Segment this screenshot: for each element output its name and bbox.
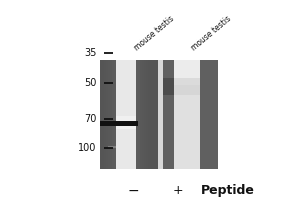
Bar bbox=[108, 60, 110, 169]
Text: mouse testis: mouse testis bbox=[132, 14, 176, 52]
Text: Peptide: Peptide bbox=[201, 184, 255, 197]
Bar bbox=[100, 121, 138, 126]
Bar bbox=[142, 60, 144, 169]
Bar bbox=[106, 60, 108, 169]
Bar bbox=[163, 78, 174, 95]
Bar bbox=[163, 60, 218, 169]
Bar bbox=[100, 60, 158, 169]
Bar bbox=[174, 60, 200, 85]
Bar bbox=[140, 60, 142, 169]
Bar bbox=[138, 60, 140, 169]
Bar bbox=[158, 60, 163, 169]
Text: −: − bbox=[128, 184, 140, 198]
Text: 50: 50 bbox=[84, 78, 96, 88]
Text: 70: 70 bbox=[84, 114, 96, 124]
Bar bbox=[136, 60, 138, 169]
Bar bbox=[146, 60, 148, 169]
Bar bbox=[144, 60, 146, 169]
Bar bbox=[116, 125, 136, 129]
Bar bbox=[110, 60, 112, 169]
Bar bbox=[116, 116, 136, 123]
Bar bbox=[174, 60, 200, 169]
Bar bbox=[104, 60, 106, 169]
Text: 35: 35 bbox=[84, 48, 96, 58]
Text: 100: 100 bbox=[78, 143, 96, 153]
Bar bbox=[112, 60, 114, 169]
Text: mouse testis: mouse testis bbox=[189, 14, 232, 52]
Bar bbox=[114, 60, 116, 169]
Text: +: + bbox=[173, 184, 184, 197]
Bar bbox=[174, 78, 200, 95]
Bar bbox=[116, 60, 136, 169]
Bar bbox=[100, 60, 218, 169]
Bar bbox=[108, 146, 116, 148]
